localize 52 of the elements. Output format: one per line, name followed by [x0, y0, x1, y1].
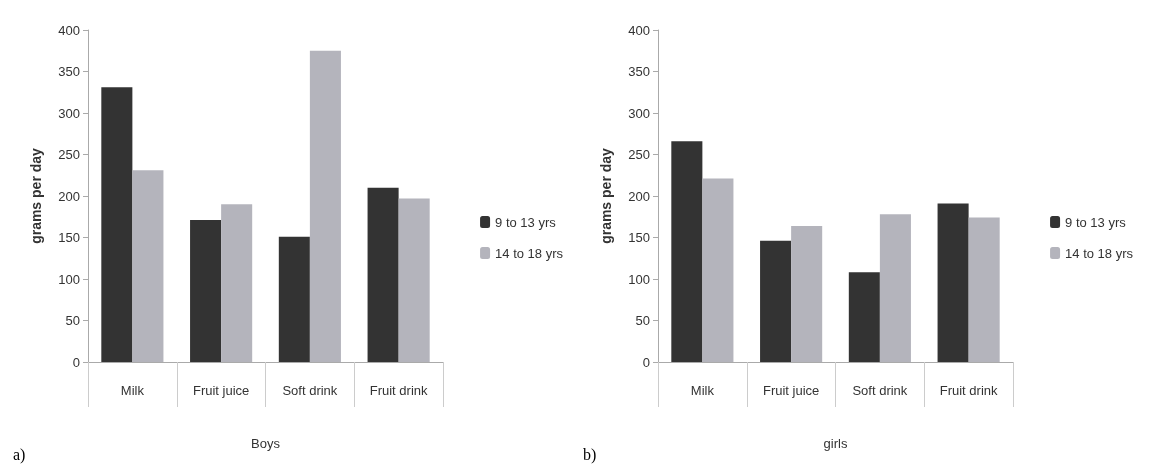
y-tick-label: 250	[628, 147, 650, 162]
y-tick-label: 400	[628, 22, 650, 38]
x-tick-label: Fruit juice	[192, 383, 250, 398]
y-tick-label: 350	[628, 64, 650, 79]
y-tick-label: 150	[628, 230, 650, 245]
bar	[190, 220, 222, 362]
legend-label: 9 to 13 yrs	[495, 214, 557, 230]
bar	[968, 217, 1000, 362]
bar	[398, 198, 430, 362]
bar	[671, 141, 703, 362]
legend-label: 14 to 18 yrs	[1065, 245, 1134, 261]
bar	[309, 50, 341, 362]
y-tick-label: 200	[58, 188, 80, 204]
text: a)	[13, 445, 26, 464]
y-tick-label: 0	[72, 354, 80, 370]
x-tick-label: Fruit drink	[939, 383, 999, 398]
y-tick-label: 350	[58, 64, 80, 79]
bar	[367, 187, 399, 362]
x-axis-title: girls	[823, 436, 848, 451]
x-tick-label: Fruit juice	[762, 383, 820, 398]
bar	[879, 214, 911, 362]
y-tick-label: 300	[58, 105, 80, 121]
bar	[221, 204, 253, 362]
x-tick-label: Soft drink	[852, 383, 908, 398]
y-tick-label: 100	[628, 271, 650, 287]
legend-label: 14 to 18 yrs	[495, 245, 564, 261]
y-tick-label: 250	[58, 147, 80, 162]
bar	[278, 236, 310, 362]
x-axis-title: Boys	[251, 436, 281, 451]
bar	[132, 170, 164, 362]
bar	[848, 272, 880, 362]
legend-label: 9 to 13 yrs	[1065, 214, 1127, 230]
x-tick-label: Milk	[120, 383, 145, 398]
bar	[760, 240, 792, 362]
y-tick-label: 50	[65, 313, 80, 328]
text: b)	[583, 445, 597, 464]
bar	[702, 178, 734, 362]
y-tick-label: 150	[58, 230, 80, 245]
x-tick-label: Milk	[690, 383, 715, 398]
y-tick-label: 50	[635, 313, 650, 328]
bar	[791, 225, 823, 362]
y-tick-label: 300	[628, 105, 650, 121]
y-tick-label: 200	[628, 188, 650, 204]
y-tick-label: 400	[58, 22, 80, 38]
y-axis-title: grams per day	[28, 147, 44, 244]
y-tick-label: 0	[642, 354, 650, 370]
y-axis-title: grams per day	[598, 147, 614, 244]
y-tick-label: 100	[58, 271, 80, 287]
x-tick-label: Fruit drink	[369, 383, 429, 398]
bar	[937, 203, 969, 362]
x-tick-label: Soft drink	[282, 383, 338, 398]
bar	[101, 87, 133, 362]
